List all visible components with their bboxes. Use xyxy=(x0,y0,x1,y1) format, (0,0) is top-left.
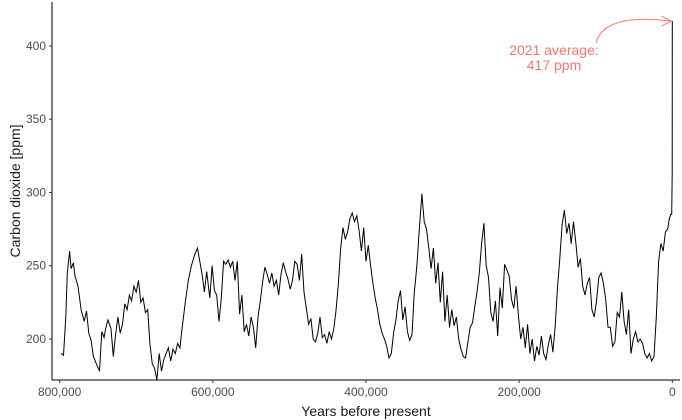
x-axis-title: Years before present xyxy=(301,403,431,419)
annotation-line-1: 2021 average: xyxy=(509,42,599,58)
y-tick-label: 200 xyxy=(26,332,46,346)
x-tick-label: 200,000 xyxy=(497,385,541,399)
annotation-arrowhead xyxy=(661,15,673,27)
annotation-arrow xyxy=(595,18,671,44)
x-axis-ticks: 800,000 600,000 400,000 200,000 0 xyxy=(38,380,676,399)
y-tick-label: 300 xyxy=(26,185,46,199)
annotation-line-2: 417 ppm xyxy=(527,57,581,73)
y-axis-ticks: 200 250 300 350 400 xyxy=(26,39,52,346)
plot-area: 200 250 300 350 400 800,000 600,000 400,000 200… xyxy=(26,2,680,399)
y-tick-label: 400 xyxy=(26,39,46,53)
x-tick-label: 600,000 xyxy=(191,385,235,399)
x-tick-label: 0 xyxy=(669,385,676,399)
y-axis-title: Carbon dioxide [ppm] xyxy=(7,124,23,257)
y-tick-label: 250 xyxy=(26,259,46,273)
y-tick-label: 350 xyxy=(26,112,46,126)
x-tick-label: 400,000 xyxy=(344,385,388,399)
x-tick-label: 800,000 xyxy=(38,385,82,399)
co2-series-line xyxy=(60,20,673,381)
